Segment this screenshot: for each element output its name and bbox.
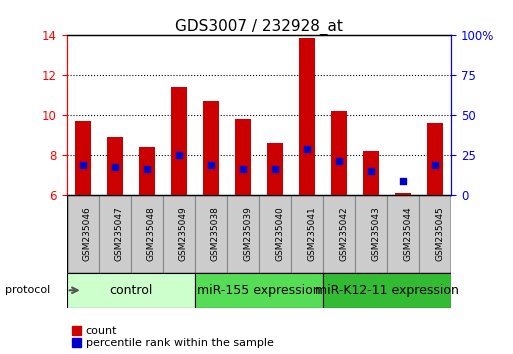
Bar — [171, 87, 187, 195]
Text: miR-K12-11 expression: miR-K12-11 expression — [315, 284, 459, 297]
Bar — [363, 151, 379, 195]
Text: GSM235042: GSM235042 — [339, 206, 348, 261]
Bar — [387, 195, 420, 273]
Text: control: control — [109, 284, 152, 297]
Point — [431, 162, 440, 168]
Bar — [235, 119, 251, 195]
Bar — [203, 101, 219, 195]
Bar — [227, 195, 259, 273]
Bar — [195, 273, 323, 308]
Bar — [139, 147, 155, 195]
Bar — [75, 121, 91, 195]
Point — [78, 162, 87, 168]
Bar — [323, 195, 355, 273]
Title: GDS3007 / 232928_at: GDS3007 / 232928_at — [175, 19, 343, 35]
Text: GSM235040: GSM235040 — [275, 206, 284, 261]
Point — [367, 168, 376, 174]
Bar — [331, 111, 347, 195]
Text: miR-155 expression: miR-155 expression — [198, 284, 321, 297]
Text: GSM235041: GSM235041 — [307, 206, 316, 261]
Text: GSM235039: GSM235039 — [243, 206, 252, 261]
Point — [271, 166, 279, 172]
Bar — [427, 123, 443, 195]
Point — [111, 164, 119, 170]
Bar — [355, 195, 387, 273]
Point — [143, 166, 151, 172]
Bar — [420, 195, 451, 273]
Bar — [267, 143, 283, 195]
Point — [207, 162, 215, 168]
Bar — [98, 195, 131, 273]
Bar — [107, 137, 123, 195]
Point — [399, 178, 407, 184]
Text: GSM235045: GSM235045 — [436, 206, 444, 261]
Text: GSM235038: GSM235038 — [211, 206, 220, 261]
Bar — [195, 195, 227, 273]
Bar — [259, 195, 291, 273]
Bar — [299, 38, 315, 195]
Point — [303, 146, 311, 152]
Bar — [291, 195, 323, 273]
Text: protocol: protocol — [5, 285, 50, 295]
Point — [175, 152, 183, 158]
Bar — [131, 195, 163, 273]
Bar — [67, 195, 98, 273]
Text: GSM235043: GSM235043 — [371, 206, 380, 261]
Text: GSM235046: GSM235046 — [83, 206, 92, 261]
Bar — [396, 193, 411, 195]
Bar — [67, 273, 195, 308]
Text: GSM235047: GSM235047 — [115, 206, 124, 261]
Bar — [163, 195, 195, 273]
Point — [239, 166, 247, 172]
Point — [335, 158, 343, 164]
Text: GSM235048: GSM235048 — [147, 206, 156, 261]
Bar — [323, 273, 451, 308]
Text: GSM235044: GSM235044 — [403, 206, 412, 261]
Text: GSM235049: GSM235049 — [179, 206, 188, 261]
Legend: count, percentile rank within the sample: count, percentile rank within the sample — [72, 326, 273, 348]
